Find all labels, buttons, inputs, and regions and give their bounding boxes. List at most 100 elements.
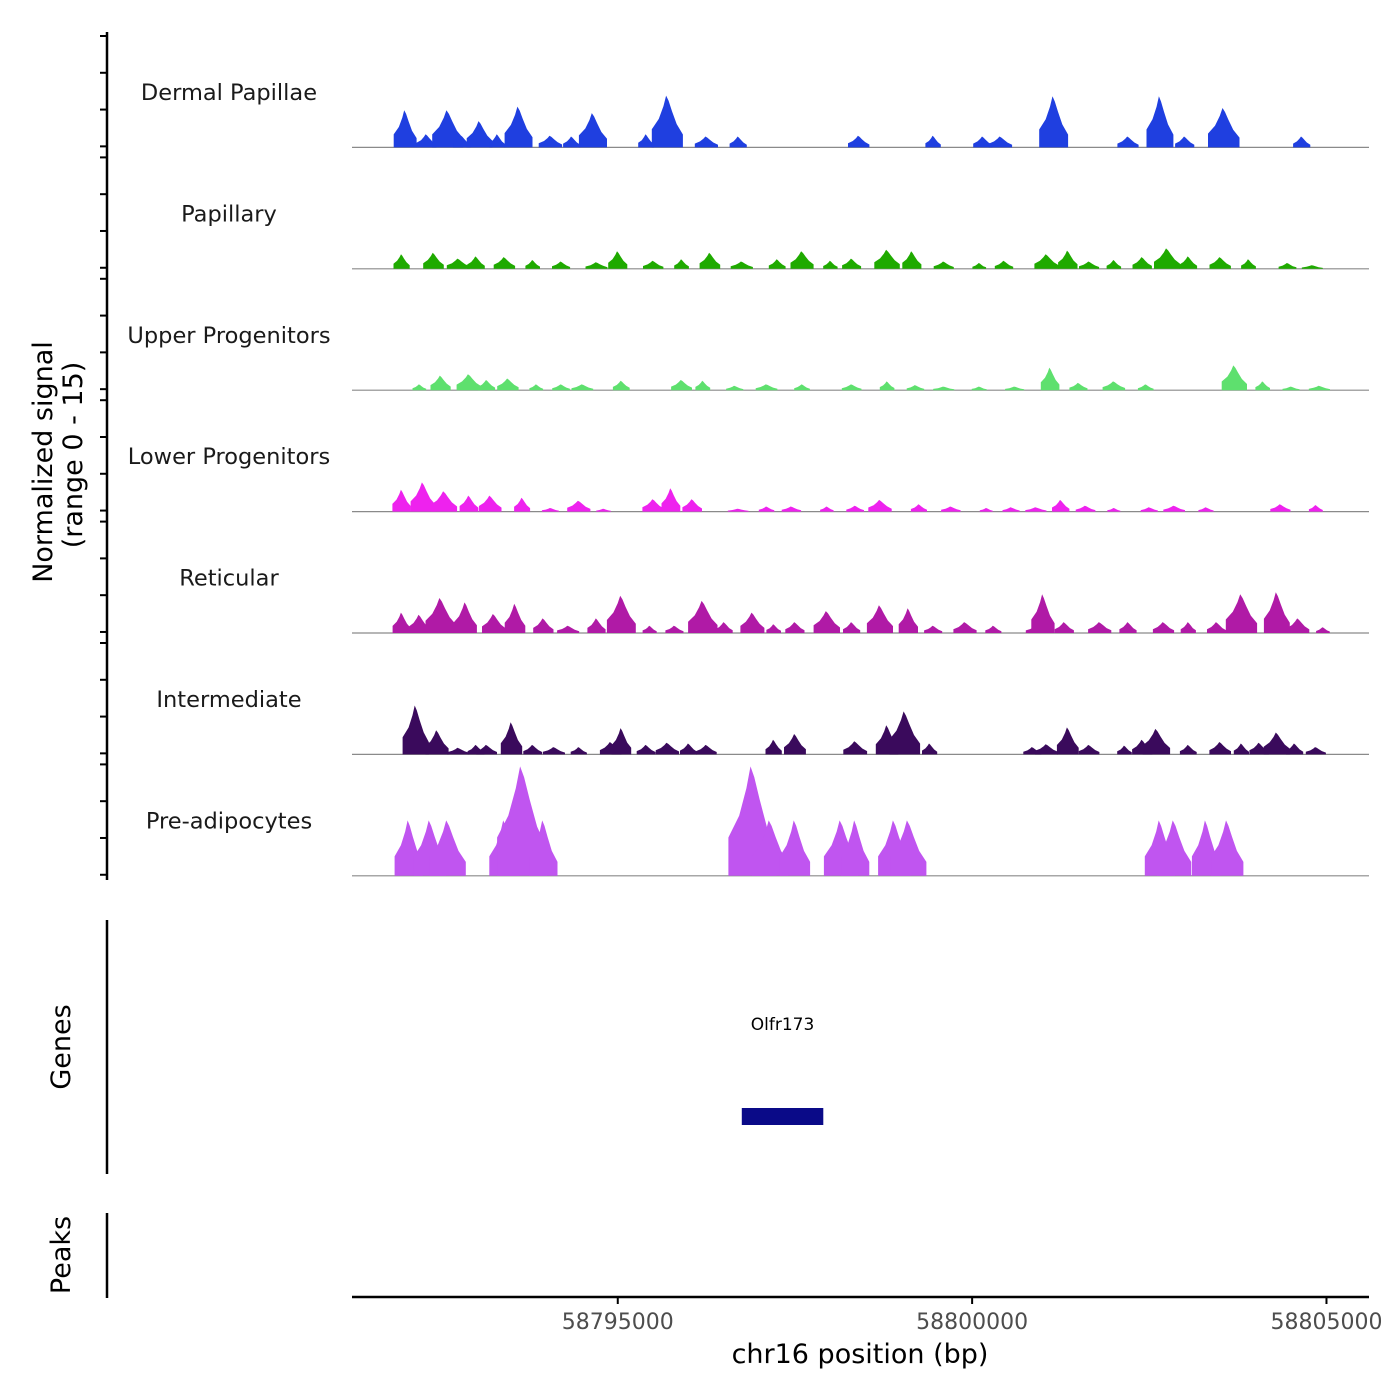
coverage-peak (578, 113, 607, 148)
coverage-peak (567, 500, 591, 512)
coverage-peak (1040, 367, 1060, 391)
coverage-peak (459, 495, 479, 512)
coverage-peak (1270, 504, 1291, 512)
coverage-peak (1179, 744, 1197, 755)
coverage-peak (1034, 254, 1059, 269)
coverage-peak (889, 711, 921, 755)
coverage-peak (1263, 732, 1291, 755)
track-label: Papillary (181, 201, 277, 227)
coverage-peak (1102, 381, 1126, 391)
coverage-peak (848, 135, 870, 148)
coverage-peak (393, 254, 410, 269)
coverage-peak (906, 385, 925, 391)
coverage-peak (402, 705, 429, 755)
coverage-peak (504, 603, 526, 633)
coverage-peak (694, 136, 718, 148)
coverage-peak (643, 260, 664, 269)
coverage-peak (1002, 507, 1020, 512)
coverage-peak (1005, 386, 1025, 391)
coverage-peak (432, 110, 464, 148)
coverage-peak (642, 499, 664, 512)
coverage-peak (1198, 507, 1214, 512)
coverage-peak (1208, 108, 1240, 148)
x-tick-label: 58800000 (916, 1310, 1028, 1335)
coverage-peak (924, 625, 943, 633)
coverage-peak (1031, 594, 1055, 633)
coverage-peak (1039, 96, 1069, 148)
coverage-peak (1180, 622, 1196, 633)
coverage-peak (1075, 505, 1096, 512)
coverage-peak (636, 744, 656, 755)
coverage-peak (820, 506, 834, 512)
coverage-peak (846, 505, 864, 512)
track-coverage-areas (392, 95, 1330, 876)
coverage-peak (682, 499, 702, 512)
coverage-peak (585, 262, 608, 269)
coverage-peak (779, 820, 811, 876)
coverage-peak (1278, 263, 1297, 269)
coverage-peak (1054, 622, 1074, 633)
coverage-peak (933, 386, 955, 391)
coverage-peak (606, 595, 636, 633)
coverage-peak (972, 263, 987, 269)
coverage-peak (529, 820, 558, 876)
coverage-peak (552, 261, 571, 269)
coverage-peak (784, 734, 806, 755)
x-axis-ticks: 58795000 58800000 58805000 (562, 1297, 1382, 1335)
coverage-peak (1241, 259, 1256, 269)
coverage-peak (971, 386, 987, 391)
coverage-peak (874, 249, 900, 269)
coverage-peak (612, 380, 630, 391)
coverage-peak (988, 136, 1013, 148)
coverage-peak (890, 820, 927, 876)
coverage-peak (453, 135, 471, 148)
coverage-peak (898, 608, 918, 633)
coverage-peak (680, 743, 698, 755)
coverage-peak (841, 384, 862, 391)
coverage-peak (674, 259, 689, 269)
coverage-peak (570, 747, 587, 755)
coverage-peak (1308, 505, 1323, 512)
coverage-peak (868, 499, 892, 512)
coverage-peak (695, 380, 711, 391)
coverage-peak (765, 739, 782, 755)
y-axis-title-line2: (range 0 - 15) (58, 362, 89, 549)
coverage-peak (794, 384, 810, 391)
coverage-peak (1179, 256, 1198, 269)
coverage-peak (497, 378, 519, 391)
coverage-peak (1079, 261, 1100, 269)
coverage-peak (493, 257, 516, 269)
coverage-peak (525, 260, 540, 269)
coverage-peak (423, 252, 444, 269)
coverage-peak (696, 744, 717, 755)
coverage-peak (447, 747, 470, 755)
coverage-peak (1225, 594, 1258, 633)
coverage-peak (1056, 727, 1079, 755)
coverage-peak (430, 375, 451, 391)
coverage-peak (925, 135, 941, 148)
coverage-peak (1152, 622, 1175, 633)
track-label: Pre-adipocytes (146, 808, 312, 834)
coverage-peak (740, 612, 765, 633)
coverage-peak (1058, 250, 1078, 269)
coverage-peak (671, 380, 692, 391)
coverage-peak (416, 134, 437, 148)
coverage-peak (1140, 507, 1158, 512)
coverage-peak (393, 110, 417, 148)
coverage-peak (985, 625, 1002, 633)
x-tick-label: 58805000 (1270, 1310, 1382, 1335)
coverage-peak (910, 504, 927, 512)
coverage-peak (408, 614, 430, 633)
coverage-peak (478, 495, 502, 512)
coverage-peak (1137, 384, 1154, 391)
coverage-peak (456, 374, 482, 391)
coverage-peak (1163, 505, 1185, 512)
coverage-peak (563, 136, 581, 148)
coverage-peak (1154, 248, 1180, 269)
coverage-peak (655, 742, 680, 755)
track-label: Upper Progenitors (127, 323, 330, 349)
coverage-peak (587, 618, 606, 633)
coverage-peak (953, 622, 977, 633)
coverage-peak (729, 136, 747, 148)
coverage-peak (557, 625, 580, 633)
